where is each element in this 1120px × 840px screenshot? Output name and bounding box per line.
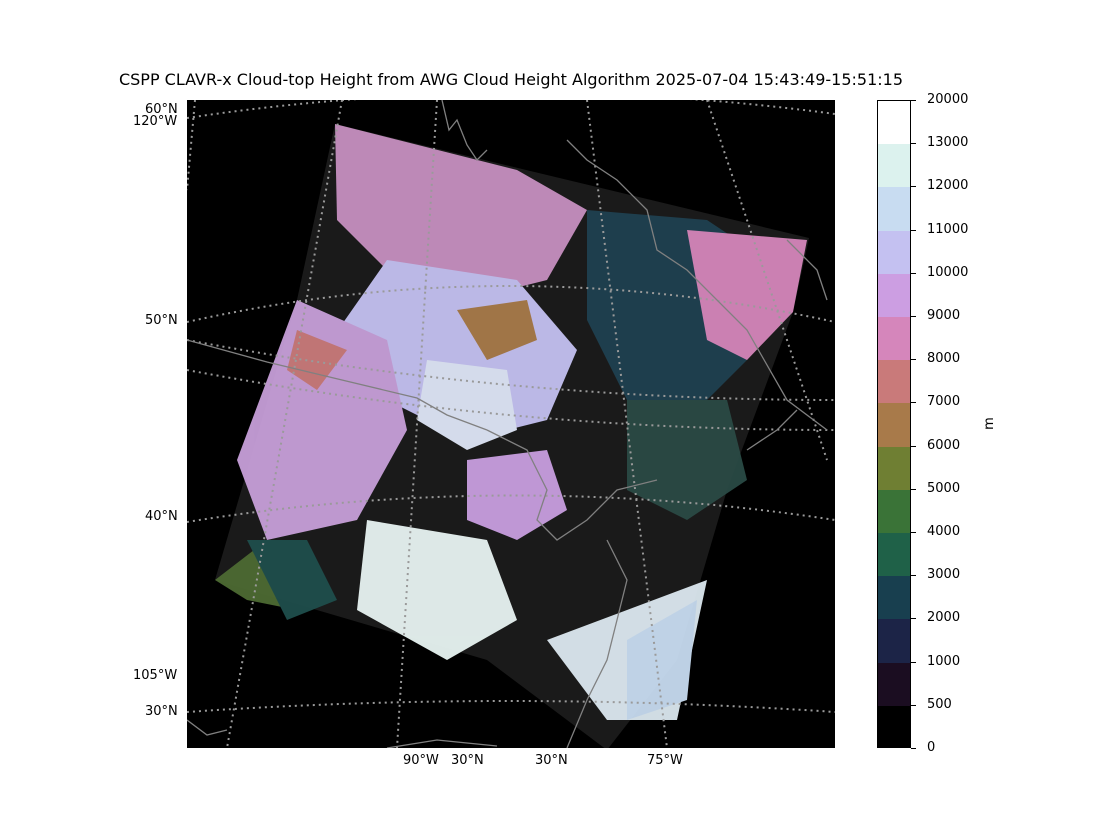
colorbar-tick <box>911 618 916 620</box>
colorbar-tick-label: 13000 <box>927 135 969 151</box>
lon-label-105w: 105°W <box>133 668 178 683</box>
colorbar-segment <box>878 360 910 404</box>
colorbar-tick-label: 20000 <box>927 92 969 107</box>
colorbar-tick <box>911 229 916 231</box>
lat-label-40: 40°N <box>145 509 178 524</box>
colorbar-tick <box>911 402 916 404</box>
lon-label-120w: 120°W <box>133 114 178 129</box>
colorbar-tick <box>911 445 916 447</box>
colorbar-segment <box>878 144 910 188</box>
lat-label-60: 60°N <box>145 102 178 117</box>
colorbar-tick-label: 0 <box>927 740 936 755</box>
plot-title: CSPP CLAVR-x Cloud-top Height from AWG C… <box>118 70 904 89</box>
lat-label-50: 50°N <box>145 313 178 328</box>
lat-label-bottom-30n-b: 30°N <box>535 753 568 768</box>
colorbar-tick-label: 3000 <box>927 567 961 583</box>
colorbar-tick-label: 6000 <box>927 437 961 453</box>
colorbar-tick <box>911 488 916 490</box>
coastlines <box>187 100 828 748</box>
map-canvas <box>187 100 835 748</box>
colorbar-tick-label: 500 <box>927 696 952 712</box>
colorbar-tick <box>911 272 916 274</box>
colorbar-segment <box>878 705 910 747</box>
colorbar-segment <box>878 662 910 707</box>
colorbar-tick <box>911 704 916 706</box>
colorbar-segment <box>878 403 910 448</box>
colorbar-tick <box>911 661 916 663</box>
colorbar-tick-label: 9000 <box>927 308 961 323</box>
colorbar-tick <box>911 186 916 188</box>
colorbar-segment <box>878 187 910 232</box>
colorbar-tick-label: 11000 <box>927 221 969 237</box>
graticule <box>187 100 835 748</box>
colorbar-tick-label: 12000 <box>927 178 969 194</box>
colorbar-tick-label: 8000 <box>927 351 961 367</box>
colorbar-segment <box>878 446 910 491</box>
colorbar-tick-label: 4000 <box>927 524 961 539</box>
colorbar-tick <box>911 316 916 317</box>
colorbar-segment <box>878 576 910 620</box>
colorbar-segment <box>878 101 910 145</box>
colorbar-tick <box>911 748 916 749</box>
colorbar-tick <box>911 143 916 145</box>
colorbar-tick <box>911 532 916 533</box>
colorbar-tick <box>911 575 916 577</box>
colorbar-tick-label: 2000 <box>927 610 961 626</box>
colorbar-unit: m <box>981 417 997 430</box>
colorbar <box>877 100 911 748</box>
colorbar-tick-label: 5000 <box>927 480 961 496</box>
lon-label-75w: 75°W <box>647 753 683 768</box>
colorbar-tick-label: 10000 <box>927 264 969 280</box>
colorbar-segment <box>878 619 910 664</box>
colorbar-tick <box>911 100 916 101</box>
lat-label-30: 30°N <box>145 704 178 719</box>
colorbar-segment <box>878 230 910 275</box>
colorbar-segment <box>878 533 910 577</box>
colorbar-tick-label: 1000 <box>927 653 961 669</box>
colorbar-segment <box>878 317 910 361</box>
colorbar-segment <box>878 489 910 534</box>
colorbar-tick-label: 7000 <box>927 394 961 410</box>
lat-label-bottom-30n-a: 30°N <box>451 753 484 768</box>
colorbar-segment <box>878 273 910 318</box>
lon-label-90w: 90°W <box>403 753 439 768</box>
cloud-height-map <box>187 100 835 748</box>
colorbar-tick <box>911 359 916 361</box>
